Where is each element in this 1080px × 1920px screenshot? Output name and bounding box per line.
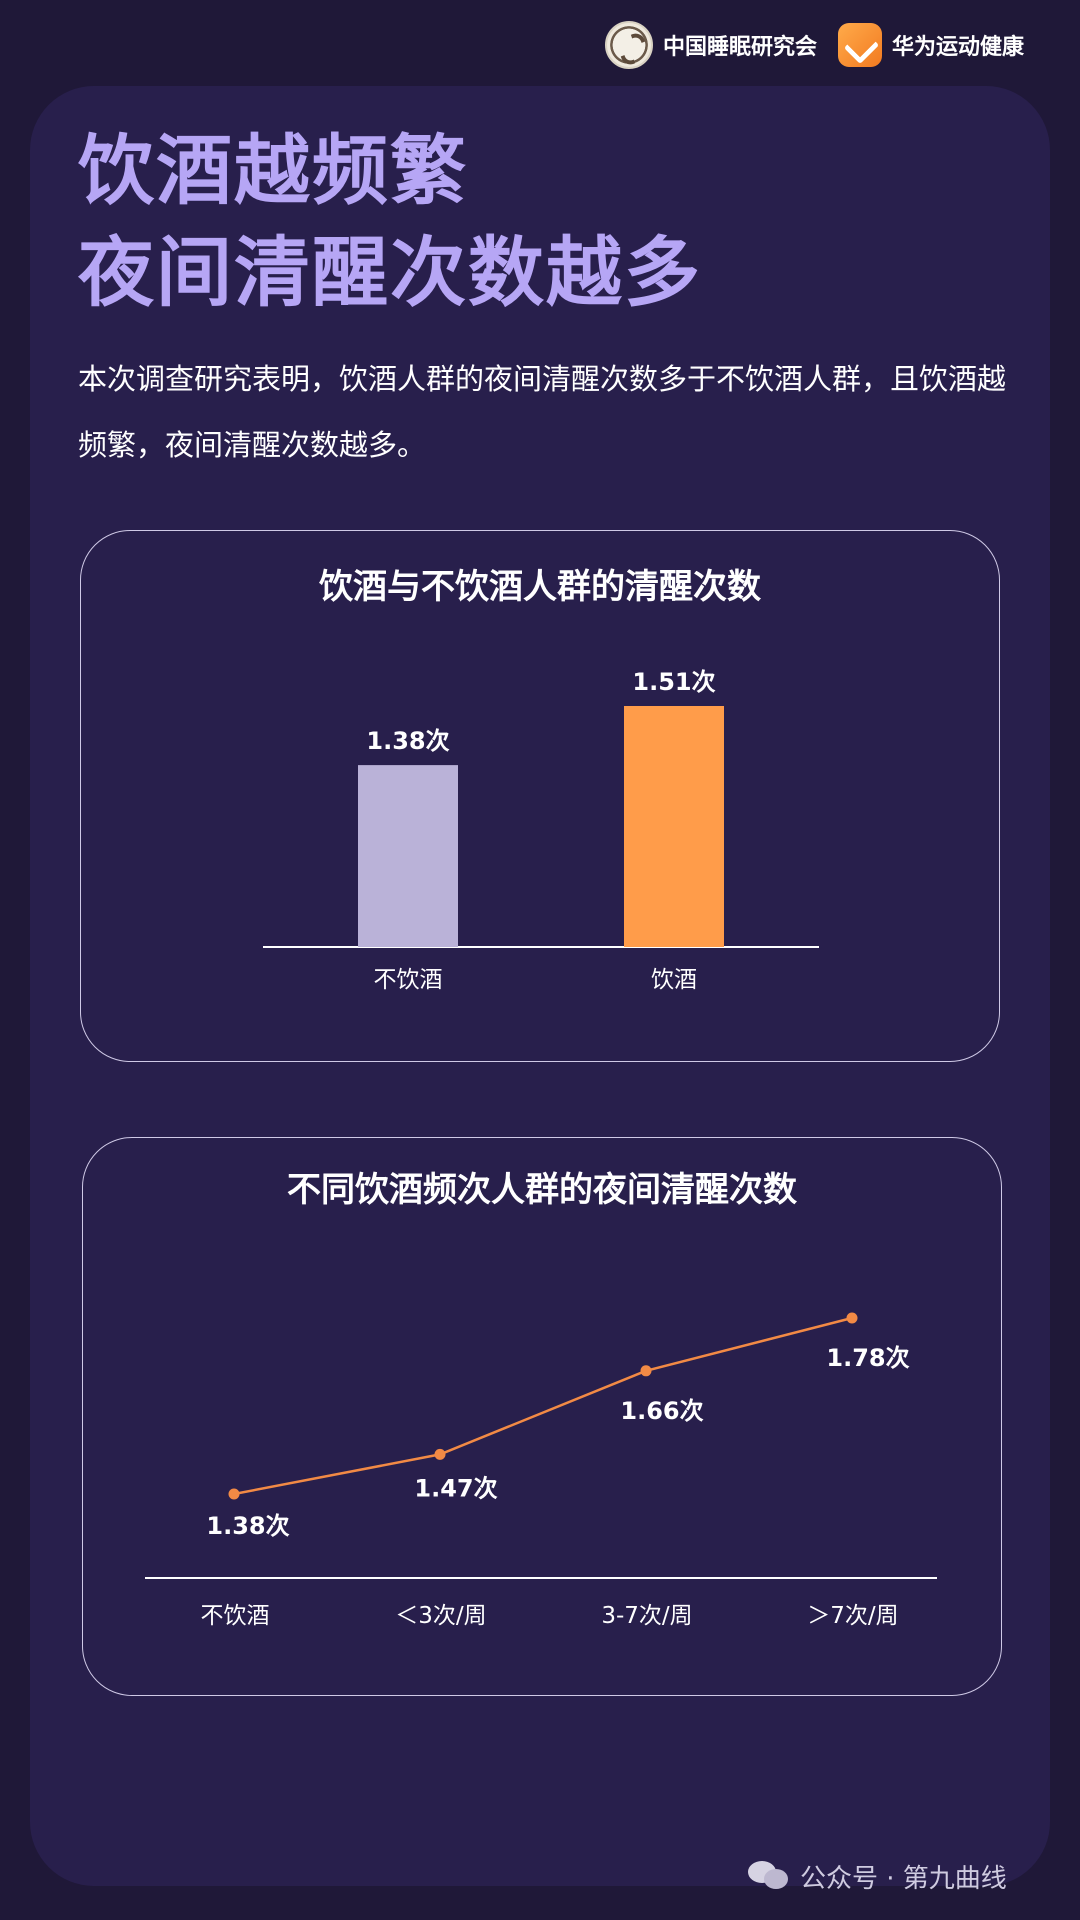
line-chart-panel: 不同饮酒频次人群的夜间清醒次数 1.38次不饮酒 1.47次 ＜3次/周 1.66次 3… [82, 1137, 1002, 1696]
header: 中国睡眠研究会 华为运动健康 [0, 0, 1080, 86]
x-tick-label: ＞7次/周 [807, 1603, 898, 1629]
x-tick-label: 不饮酒 [374, 967, 443, 993]
series-line [233, 1316, 853, 1496]
point-value-label: 1.66次 [620, 1397, 703, 1425]
x-tick-label: 不饮酒 [201, 1603, 270, 1629]
point-value-label: 1.78次 [826, 1344, 909, 1372]
data-point [640, 1365, 652, 1377]
point-value-label: 1.38次 [206, 1512, 289, 1540]
huawei-health-icon [838, 23, 882, 67]
seal-icon [605, 21, 653, 69]
data-point [846, 1312, 858, 1324]
watermark-text: 公众号 · 第九曲线 [800, 1863, 1007, 1894]
title-line-1: 饮酒越频繁 [78, 126, 468, 215]
bar-value-label: 1.51次 [632, 668, 715, 696]
x-tick-label: 饮酒 [651, 967, 697, 993]
bar-chart-panel: 饮酒与不饮酒人群的清醒次数 1.38次不饮酒 1.51次饮酒 [80, 530, 1000, 1062]
org1-name: 中国睡眠研究会 [663, 35, 818, 60]
org2-name: 华为运动健康 [892, 35, 1025, 60]
wechat-icon [748, 1861, 790, 1891]
content-card [30, 86, 1050, 1886]
bar [358, 765, 458, 947]
x-tick-label: ＜3次/周 [395, 1603, 486, 1629]
data-point [434, 1448, 446, 1460]
data-point [228, 1488, 240, 1500]
bar-value-label: 1.38次 [366, 727, 449, 755]
org1-logo: 中国睡眠研究会 [605, 21, 818, 69]
bar [624, 706, 724, 947]
watermark: 公众号 · 第九曲线 [748, 1856, 1007, 1896]
org2-logo: 华为运动健康 [838, 22, 1024, 68]
point-value-label: 1.47次 [414, 1474, 497, 1502]
title-line-2: 夜间清醒次数越多 [78, 228, 702, 317]
line-chart-title: 不同饮酒频次人群的夜间清醒次数 [287, 1170, 797, 1210]
page-title: 饮酒越频繁 夜间清醒次数越多 [78, 120, 702, 324]
bar-chart-title: 饮酒与不饮酒人群的清醒次数 [319, 567, 761, 607]
intro-text: 本次调查研究表明，饮酒人群的夜间清醒次数多于不饮酒人群，且饮酒越频繁，夜间清醒次… [78, 362, 1007, 462]
x-tick-label: 3-7次/周 [601, 1603, 692, 1629]
